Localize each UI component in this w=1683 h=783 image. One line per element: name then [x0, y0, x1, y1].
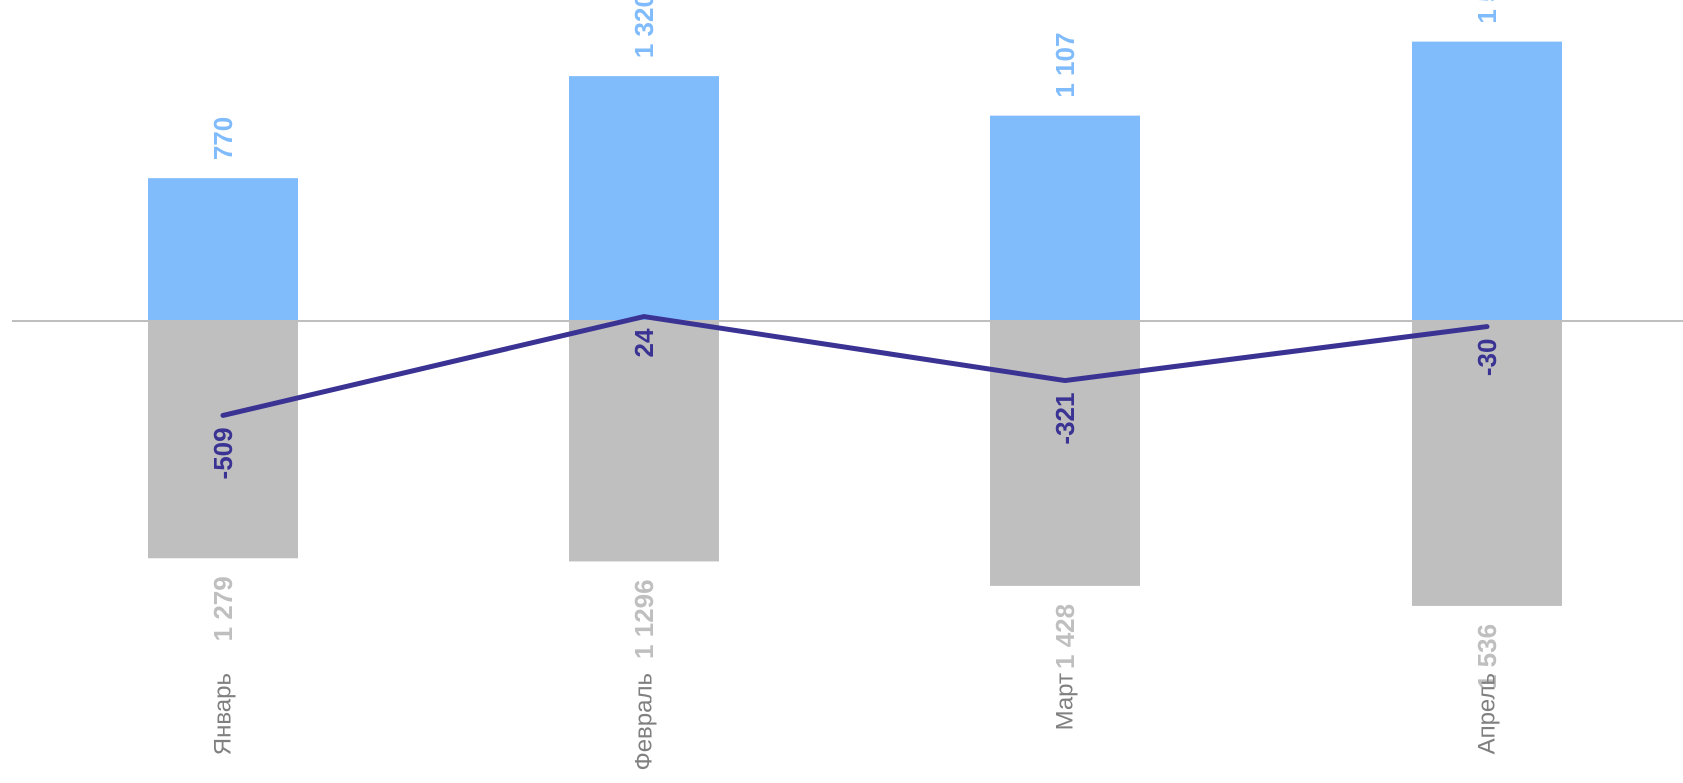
positive-value-label: 1 320: [629, 0, 659, 58]
negative-value-label: 1 428: [1050, 604, 1080, 669]
category-label: Апрель: [1474, 673, 1501, 754]
category-label: Февраль: [631, 673, 658, 771]
negative-value-label: 1 536: [1472, 624, 1502, 689]
negative-bars: [148, 321, 1562, 606]
negative-bar: [148, 321, 298, 559]
net-line-layer: [220, 314, 1490, 418]
negative-value-label: 1 1296: [629, 579, 659, 659]
positive-bar: [148, 178, 298, 321]
net-line-point: [1485, 325, 1489, 329]
net-line-point: [642, 315, 646, 319]
negative-bar: [569, 321, 719, 562]
category-label: Март: [1052, 673, 1079, 730]
net-value-label: -321: [1050, 393, 1080, 445]
label-layer: 770 1 279 -509 Январь 1 320 1 1296 24 Февраль 1 …: [208, 0, 1502, 771]
net-value-label: -509: [208, 427, 238, 479]
positive-value-label: 770: [208, 117, 238, 160]
negative-bar: [990, 321, 1140, 586]
positive-bar: [1412, 41, 1562, 322]
negative-bar: [1412, 321, 1562, 606]
positive-bars: [148, 41, 1562, 322]
positive-value-label: 1 107: [1050, 33, 1080, 98]
positive-value-label: 1 506: [1472, 0, 1502, 24]
positive-bar: [569, 76, 719, 321]
negative-value-label: 1 279: [208, 576, 238, 641]
net-value-label: 24: [629, 328, 659, 357]
net-line: [220, 314, 1490, 418]
category-label: Январь: [210, 673, 237, 755]
net-value-label: -30: [1472, 339, 1502, 377]
net-line-point: [1063, 379, 1067, 383]
positive-bar: [990, 115, 1140, 322]
net-line-point: [221, 413, 225, 417]
